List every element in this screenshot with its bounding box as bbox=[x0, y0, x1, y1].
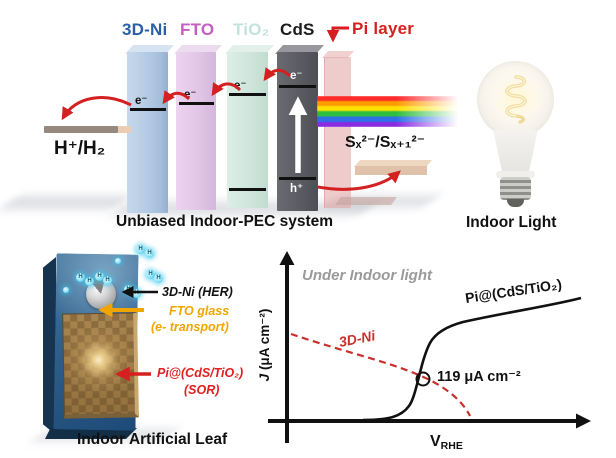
energy-level-line-cds-vb bbox=[279, 177, 316, 180]
bulb-neck bbox=[496, 171, 535, 178]
ni-curve bbox=[290, 332, 471, 417]
energy-level-line-cds-cb bbox=[279, 85, 316, 88]
h2-bubble: H bbox=[103, 276, 112, 285]
bulb-screw-base bbox=[500, 177, 531, 200]
h2-bubble: H bbox=[154, 274, 163, 283]
h2-bubble: H bbox=[136, 245, 145, 254]
intersection-marker bbox=[415, 371, 431, 387]
bulb-filament-icon bbox=[505, 75, 527, 124]
bulb-contact-tip bbox=[507, 199, 524, 207]
leaf-ni-label: 3D-Ni (HER) bbox=[162, 285, 233, 299]
electron-label: e⁻ bbox=[290, 70, 303, 82]
x-axis-label: VRHE bbox=[430, 433, 463, 452]
x-axis-label-sub: RHE bbox=[441, 440, 463, 452]
hole-label: h⁺ bbox=[290, 183, 304, 195]
layer-label-fto: FTO bbox=[180, 20, 215, 39]
leaf-fto-label: FTO glass bbox=[169, 304, 230, 318]
ni-curve-label: 3D-Ni bbox=[338, 327, 378, 350]
pi-layer-label: Pi layer bbox=[352, 19, 415, 38]
slab-fto bbox=[176, 52, 216, 210]
electron-arrow-ni-to-h2 bbox=[61, 96, 132, 121]
leaf-panel-side bbox=[43, 257, 56, 435]
y-axis-label: J (μA cm⁻²) bbox=[258, 309, 272, 382]
layer-label-3d-ni: 3D-Ni bbox=[122, 20, 168, 39]
energy-level-line-3d-ni bbox=[130, 108, 166, 111]
h2-electrode bbox=[44, 126, 118, 133]
leaf-pi-label2: (SOR) bbox=[184, 383, 220, 397]
h2-bubble bbox=[63, 287, 69, 293]
leaf-pi-label: Pi@(CdS/TiO₂) bbox=[157, 366, 244, 380]
shadow bbox=[0, 196, 131, 209]
indoor-light-caption: Indoor Light bbox=[466, 214, 557, 231]
x-axis-label-base: V bbox=[430, 433, 441, 450]
x-axis-arrowhead bbox=[576, 413, 591, 429]
h2-bubble: H bbox=[132, 289, 141, 298]
h2-bubble: H bbox=[95, 272, 104, 281]
layer-label-tio2: TiO₂ bbox=[233, 20, 270, 39]
h2-couple-label: H⁺/H₂ bbox=[54, 138, 106, 159]
rainbow-beam bbox=[317, 96, 461, 127]
electron-label: e⁻ bbox=[234, 80, 247, 92]
electron-label: e⁻ bbox=[184, 89, 197, 101]
photoelectrode-plate bbox=[62, 312, 139, 419]
leaf-caption: Indoor Artificial Leaf bbox=[77, 431, 228, 448]
pi-layer-pointer-arrow bbox=[326, 26, 349, 43]
h2-electrode-tip bbox=[118, 126, 131, 133]
pi-curve-label: Pi@(CdS/TiO₂) bbox=[464, 276, 563, 306]
leaf-fto-label2: (e- transport) bbox=[151, 320, 229, 334]
h2-bubble bbox=[115, 258, 121, 264]
bulb-body bbox=[493, 130, 538, 174]
h2-bubble: H bbox=[85, 277, 94, 286]
polysulfide-electrode bbox=[355, 166, 427, 175]
energy-level-line-tio2-vb bbox=[229, 188, 266, 191]
slab-3d-ni bbox=[127, 52, 168, 213]
chart-title: Under Indoor light bbox=[302, 267, 433, 284]
layer-label-cds: CdS bbox=[280, 20, 315, 39]
y-axis-label-units: (μA cm⁻²) bbox=[258, 309, 272, 374]
polysulfide-couple-label: Sₓ²⁻/Sₓ₊₁²⁻ bbox=[345, 134, 426, 151]
energy-level-line-fto bbox=[179, 102, 214, 105]
h2-bubble: H bbox=[145, 249, 154, 258]
energy-level-line-tio2 bbox=[229, 93, 266, 96]
pi-cds-tio2-curve bbox=[362, 296, 582, 422]
h2-bubble: H bbox=[76, 273, 85, 282]
y-axis-arrowhead bbox=[279, 251, 295, 265]
pec-caption: Unbiased Indoor-PEC system bbox=[116, 213, 334, 230]
electron-label: e⁻ bbox=[135, 95, 148, 107]
h2-bubble: H bbox=[146, 270, 155, 279]
polysulfide-electrode-shadow bbox=[335, 197, 397, 205]
y-axis-label-j: J bbox=[258, 373, 272, 381]
jv-chart: Under Indoor light 119 μA cm⁻² Pi@(CdS/T… bbox=[258, 251, 591, 452]
current-annotation: 119 μA cm⁻² bbox=[437, 369, 521, 385]
leaf-panel-bottom bbox=[45, 428, 137, 439]
slab-tio2 bbox=[227, 52, 268, 208]
